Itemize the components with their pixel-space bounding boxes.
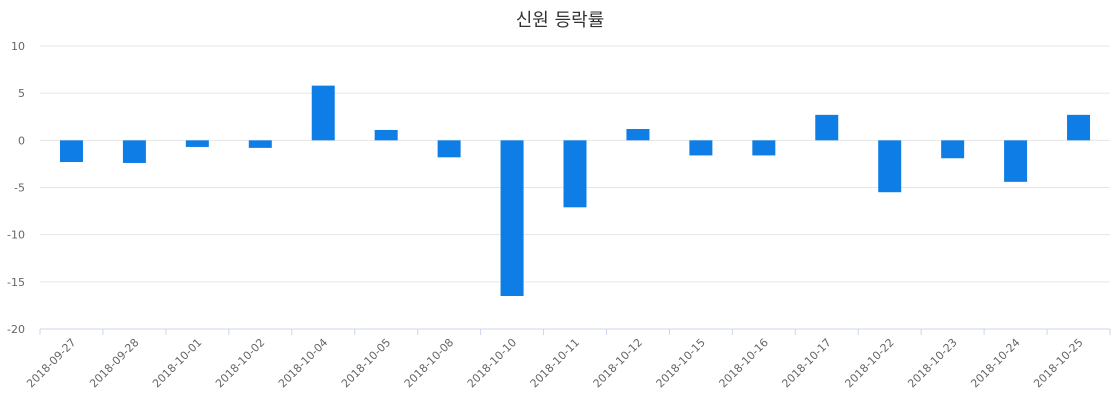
bar	[500, 140, 524, 296]
chart-title: 신원 등락률	[515, 10, 605, 31]
y-tick-label: -15	[7, 276, 25, 289]
x-tick-label: 2018-10-23	[905, 336, 959, 390]
x-tick-label: 2018-10-16	[717, 336, 771, 390]
x-tick-label: 2018-10-02	[213, 336, 267, 390]
y-tick-label: -10	[7, 229, 25, 242]
y-tick-label: 10	[11, 40, 25, 53]
x-tick-label: 2018-09-27	[24, 336, 78, 390]
bar	[752, 140, 776, 156]
x-tick-label: 2018-10-05	[339, 336, 393, 390]
bar	[878, 140, 902, 193]
x-tick-label: 2018-10-08	[402, 336, 456, 390]
y-tick-label: -5	[14, 182, 25, 195]
x-tick-label: 2018-10-22	[842, 336, 896, 390]
x-tick-label: 2018-10-04	[276, 336, 330, 390]
bar-layer	[59, 85, 1091, 296]
y-tick-label: 0	[18, 134, 25, 147]
x-tick-label: 2018-10-12	[591, 336, 645, 390]
x-tick-label: 2018-10-10	[465, 336, 519, 390]
bar	[374, 129, 398, 141]
bar	[563, 140, 587, 208]
x-tick-label: 2018-10-01	[150, 336, 204, 390]
bar	[311, 85, 335, 141]
bar	[689, 140, 713, 156]
x-tick-label: 2018-10-11	[528, 336, 582, 390]
x-tick-label: 2018-10-25	[1031, 336, 1085, 390]
bar	[122, 140, 146, 163]
bar	[248, 140, 272, 148]
bar	[185, 140, 209, 147]
bar	[626, 129, 650, 141]
bar	[437, 140, 461, 158]
bar	[1067, 114, 1091, 141]
bar	[941, 140, 965, 159]
x-tick-label: 2018-10-15	[654, 336, 708, 390]
x-tick-label: 2018-09-28	[87, 336, 141, 390]
bar	[1004, 140, 1028, 182]
x-tick-label: 2018-10-24	[968, 336, 1022, 390]
y-tick-label: -20	[7, 323, 25, 336]
bar	[815, 114, 839, 141]
x-tick-label: 2018-10-17	[779, 336, 833, 390]
bar	[59, 140, 83, 163]
y-tick-label: 5	[18, 87, 25, 100]
